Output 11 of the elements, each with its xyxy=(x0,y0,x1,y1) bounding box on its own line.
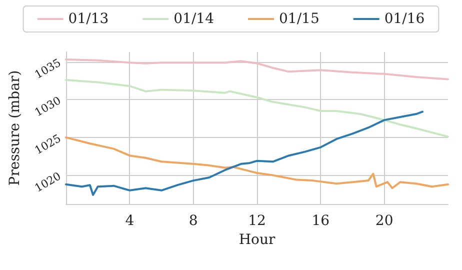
y-axis-title: Pressure (mbar) xyxy=(7,70,23,186)
legend-label: 01/13 xyxy=(68,11,109,27)
x-tick-label: 4 xyxy=(125,213,134,229)
x-tick-label: 12 xyxy=(248,213,266,229)
x-axis-title: Hour xyxy=(238,232,276,248)
x-tick-label: 20 xyxy=(375,213,394,229)
legend-label: 01/16 xyxy=(384,11,425,27)
legend-label: 01/15 xyxy=(279,11,320,27)
legend-label: 01/14 xyxy=(174,11,214,27)
x-tick-label: 8 xyxy=(188,213,198,229)
x-tick-label: 16 xyxy=(312,213,330,229)
